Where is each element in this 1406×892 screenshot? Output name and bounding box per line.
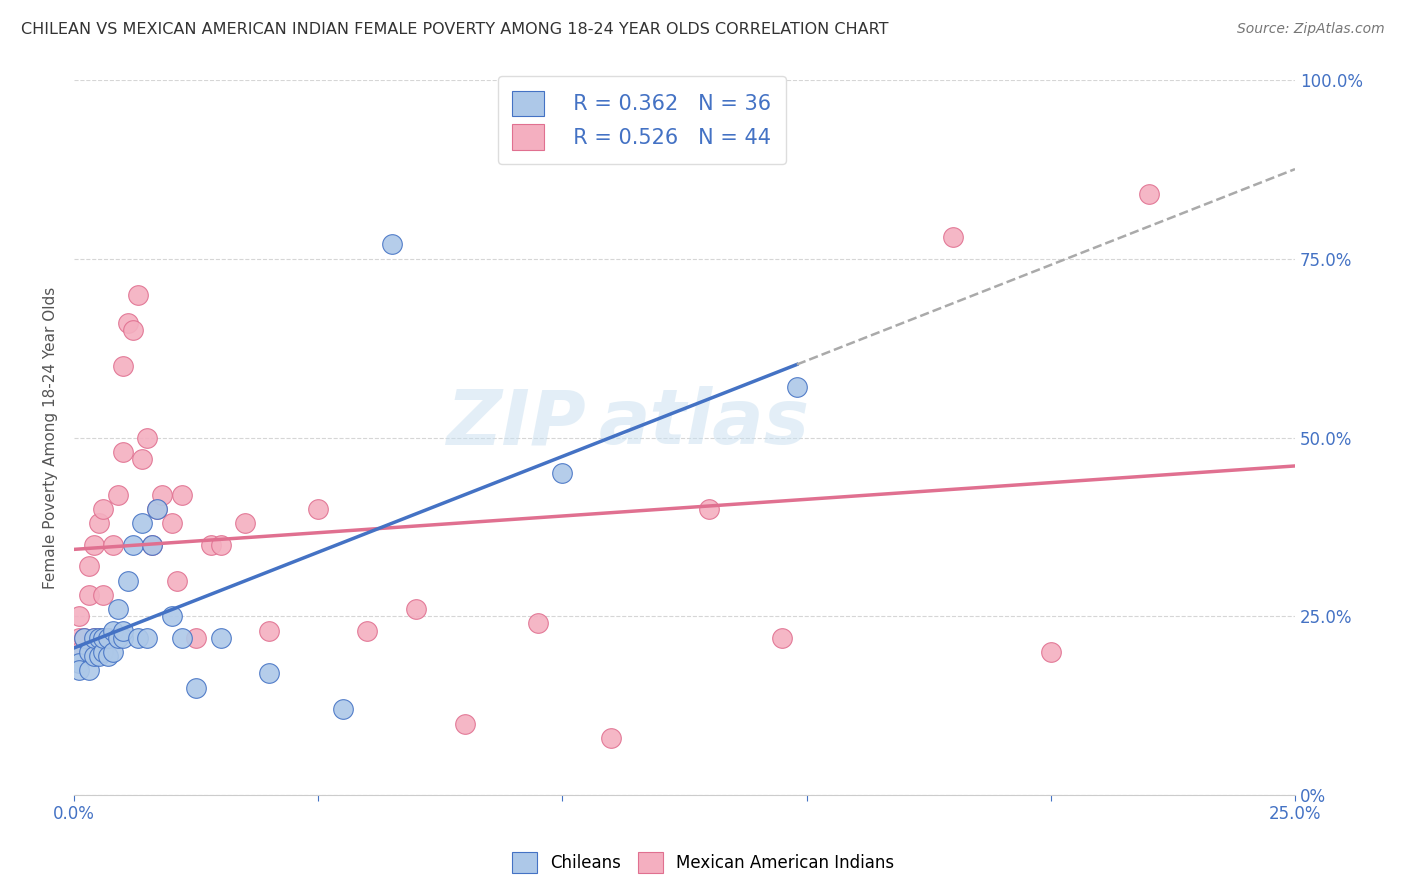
Point xyxy=(77,645,100,659)
Point xyxy=(551,467,574,481)
Point xyxy=(117,316,139,330)
Point xyxy=(356,624,378,638)
Point xyxy=(111,631,134,645)
Point xyxy=(77,559,100,574)
Point xyxy=(111,359,134,373)
Point xyxy=(93,588,115,602)
Point xyxy=(93,645,115,659)
Point xyxy=(111,445,134,459)
Point xyxy=(73,631,96,645)
Point xyxy=(131,516,153,531)
Point xyxy=(141,538,163,552)
Point xyxy=(527,616,550,631)
Point xyxy=(942,230,965,244)
Point xyxy=(127,631,149,645)
Point xyxy=(454,716,477,731)
Point xyxy=(93,502,115,516)
Point xyxy=(111,624,134,638)
Point xyxy=(186,631,208,645)
Point xyxy=(73,631,96,645)
Point xyxy=(97,631,120,645)
Point xyxy=(160,609,183,624)
Point xyxy=(209,538,232,552)
Point xyxy=(259,666,281,681)
Text: ZIP: ZIP xyxy=(447,386,586,460)
Point xyxy=(307,502,329,516)
Point xyxy=(117,574,139,588)
Point xyxy=(141,538,163,552)
Point xyxy=(107,631,129,645)
Point xyxy=(67,645,90,659)
Point xyxy=(101,538,124,552)
Point xyxy=(131,452,153,467)
Point xyxy=(83,631,105,645)
Point xyxy=(697,502,720,516)
Point xyxy=(770,631,793,645)
Point xyxy=(146,502,169,516)
Point xyxy=(77,663,100,677)
Point xyxy=(97,631,120,645)
Point xyxy=(67,648,90,663)
Point xyxy=(380,237,402,252)
Point xyxy=(166,574,188,588)
Point xyxy=(170,631,193,645)
Point xyxy=(146,502,169,516)
Legend: Chileans, Mexican American Indians: Chileans, Mexican American Indians xyxy=(505,846,901,880)
Point xyxy=(87,631,110,645)
Point xyxy=(83,631,105,645)
Point xyxy=(97,648,120,663)
Point xyxy=(83,538,105,552)
Point xyxy=(107,602,129,616)
Point xyxy=(136,430,159,444)
Point xyxy=(233,516,256,531)
Point xyxy=(67,631,90,645)
Point xyxy=(405,602,427,616)
Point xyxy=(332,702,354,716)
Point xyxy=(259,624,281,638)
Point xyxy=(67,656,90,670)
Point xyxy=(170,488,193,502)
Point xyxy=(127,287,149,301)
Point xyxy=(1137,187,1160,202)
Point xyxy=(93,631,115,645)
Point xyxy=(209,631,232,645)
Point xyxy=(160,516,183,531)
Point xyxy=(83,648,105,663)
Point xyxy=(101,624,124,638)
Point xyxy=(87,648,110,663)
Text: CHILEAN VS MEXICAN AMERICAN INDIAN FEMALE POVERTY AMONG 18-24 YEAR OLDS CORRELAT: CHILEAN VS MEXICAN AMERICAN INDIAN FEMAL… xyxy=(21,22,889,37)
Point xyxy=(121,538,143,552)
Point xyxy=(186,681,208,695)
Text: atlas: atlas xyxy=(599,386,810,460)
Point xyxy=(67,663,90,677)
Point xyxy=(1039,645,1062,659)
Point xyxy=(77,588,100,602)
Text: Source: ZipAtlas.com: Source: ZipAtlas.com xyxy=(1237,22,1385,37)
Point xyxy=(107,488,129,502)
Point xyxy=(87,631,110,645)
Point xyxy=(136,631,159,645)
Point xyxy=(87,516,110,531)
Point xyxy=(121,323,143,337)
Point xyxy=(67,609,90,624)
Point xyxy=(101,645,124,659)
Y-axis label: Female Poverty Among 18-24 Year Olds: Female Poverty Among 18-24 Year Olds xyxy=(44,286,58,589)
Point xyxy=(786,380,808,394)
Legend:   R = 0.362   N = 36,   R = 0.526   N = 44: R = 0.362 N = 36, R = 0.526 N = 44 xyxy=(498,76,786,164)
Point xyxy=(600,731,623,745)
Point xyxy=(200,538,222,552)
Point xyxy=(150,488,173,502)
